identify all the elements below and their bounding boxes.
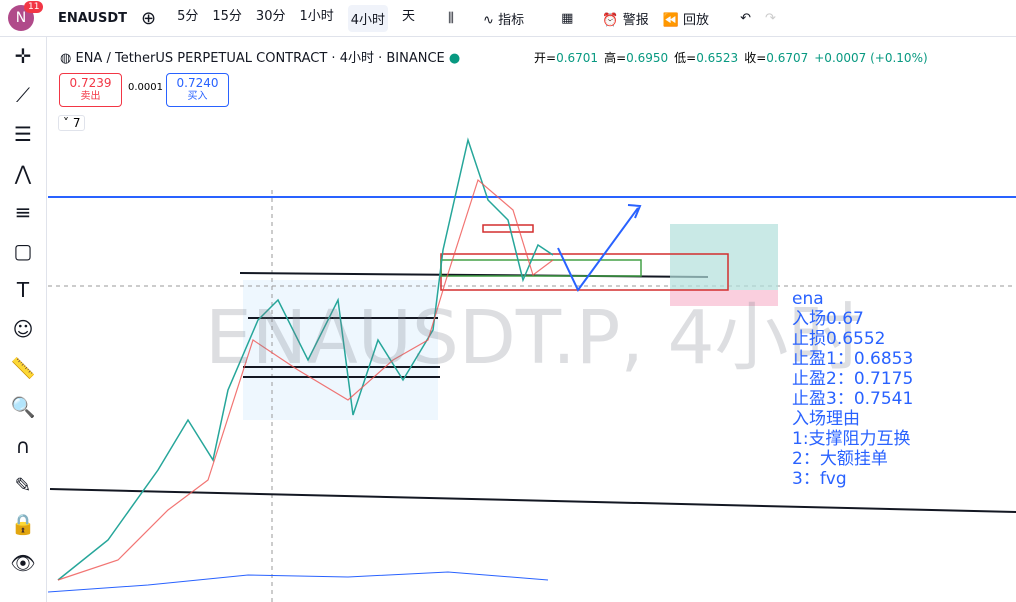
ohlc-value: 0.6701 (556, 51, 599, 65)
annotation-line: 2：大额挂单 (792, 449, 888, 469)
annotation-line: 止损0.6552 (792, 329, 886, 349)
replay[interactable]: ⏪ 回放 (662, 12, 710, 28)
ohlc-value: 0.6707 (766, 51, 809, 65)
add-symbol[interactable]: ⊕ (141, 7, 157, 29)
interval[interactable]: 天 (402, 8, 416, 24)
tools[interactable]: ✛ ⟋ ☰ ⋀ ≡ ▢ T ☺ 📏 🔍 ∩ ✎ 🔒 👁 (10, 44, 36, 575)
indicators[interactable]: ∿ 指标 (483, 12, 525, 28)
drawing-toolbar: ✛ ⟋ ☰ ⋀ ≡ ▢ T ☺ 📏 🔍 ∩ ✎ 🔒 👁 (0, 37, 47, 602)
intervals: 5分 15分 30分 1小时 4小时天 (170, 4, 422, 32)
change: +0.0007 (+0.10%) (814, 51, 928, 65)
interval[interactable]: 30分 (255, 8, 286, 24)
sell-price: 0.7239 (69, 76, 112, 90)
annotation-line: 3：fvg (792, 469, 847, 489)
symbol-description: ENA / TetherUS PERPETUAL CONTRACT · 4小时 … (75, 51, 445, 66)
indicator-count: 7 (72, 116, 81, 130)
buy-button[interactable]: 0.7240 买入 (166, 73, 229, 107)
annotation-line: 入场0.67 (792, 309, 864, 329)
buy-label: 买入 (187, 91, 208, 102)
ohlc-value: 0.6523 (696, 51, 739, 65)
annotation: ena 入场0.67 止损0.6552 止盈1：0.6853 止盈2：0.7175 止盈3… (792, 289, 913, 489)
toolbar: N 11 ENAUSDT ⊕ 5分 15分 30分 1小时 4小时天 ⫼ ∿ 指标 ▦ ⏰… (0, 0, 1016, 37)
alert-label: 警报 (622, 12, 649, 28)
annotation-line: 止盈1：0.6853 (792, 349, 914, 369)
ohlc-label: 开= (534, 51, 557, 65)
alert[interactable]: ⏰ 警报 (602, 12, 649, 28)
ohlc-item: 收=0.6707 (744, 51, 808, 65)
ohlc-item: 低=0.6523 (674, 51, 738, 65)
interval[interactable]: 1小时 (299, 8, 334, 24)
ohlc-item: 高=0.6950 (604, 51, 668, 65)
annotation-line: ena (792, 289, 824, 309)
redo[interactable]: ↷ (764, 10, 776, 26)
indicators-label: 指标 (498, 12, 525, 28)
ohlc-label: 收= (744, 51, 767, 65)
sell-button[interactable]: 0.7239 卖出 (59, 73, 122, 107)
legend-title: ◍ ENA / TetherUS PERPETUAL CONTRACT · 4小… (60, 51, 461, 66)
undo[interactable]: ↶ (740, 10, 751, 26)
ohlc-label: 高= (604, 51, 627, 65)
indicator-toggle[interactable]: ˅ 7 (58, 115, 86, 131)
spread: 0.0001 (128, 82, 163, 93)
badge: 11 (24, 1, 44, 13)
buy-price: 0.7240 (176, 76, 219, 90)
symbol[interactable]: ENAUSDT (58, 10, 127, 26)
ohlc-value: 0.6950 (626, 51, 669, 65)
replay-label: 回放 (683, 12, 710, 28)
annotation-line: 止盈3：0.7541 (792, 389, 914, 409)
watermark: ENAUSDT.P, 4小时 (205, 295, 863, 381)
chart-type[interactable]: ⫼ (448, 10, 455, 26)
ohlc-label: 低= (674, 51, 697, 65)
annotation-line: 1:支撑阻力互换 (792, 429, 911, 449)
ohlc: 开=0.6701 高=0.6950 低=0.6523 收=0.6707 +0.0007 … (534, 49, 928, 66)
interval[interactable]: 15分 (212, 8, 242, 24)
annotation-line: 入场理由 (792, 409, 860, 429)
annotation-line: 止盈2：0.7175 (792, 369, 914, 389)
sell-label: 卖出 (80, 91, 101, 102)
interval[interactable]: 5分 (177, 8, 199, 24)
interval[interactable]: 4小时 (347, 4, 389, 32)
ohlc-item: 开=0.6701 (534, 51, 598, 65)
layouts[interactable]: ▦ (561, 10, 574, 26)
chart-canvas (48, 137, 1016, 602)
